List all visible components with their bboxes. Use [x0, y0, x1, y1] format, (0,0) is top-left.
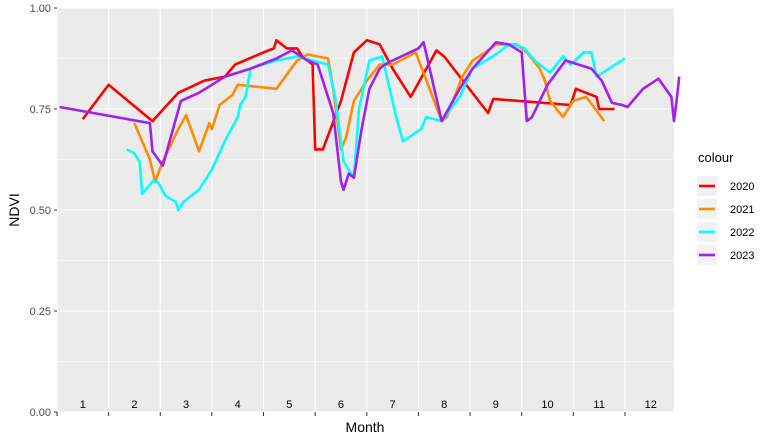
month-label: 9: [493, 399, 499, 411]
month-label: 3: [183, 399, 189, 411]
series-line-2022: [126, 43, 626, 212]
legend: colour 2020 2021 2022 2023: [697, 150, 754, 265]
month-label: 12: [645, 399, 657, 411]
y-axis-title: NDVI: [6, 193, 22, 226]
series-line-2021: [133, 43, 606, 183]
month-labels: 1 2 3 4 5 6 7 8 9 10 11 12: [80, 399, 657, 411]
month-label: 11: [593, 399, 604, 411]
y-tick-label: 1.00: [30, 3, 51, 15]
legend-label-2022: 2022: [730, 227, 754, 239]
series-lines: [59, 39, 681, 212]
y-tick-label: 0.75: [30, 104, 51, 116]
legend-label-2021: 2021: [730, 204, 754, 216]
y-axis: 0.00 0.25 0.50 0.75 1.00: [30, 3, 57, 419]
month-label: 5: [286, 399, 292, 411]
y-tick-label: 0.50: [30, 205, 51, 217]
x-axis: [56, 412, 626, 416]
y-tick-label: 0.25: [30, 306, 51, 318]
month-label: 10: [541, 399, 553, 411]
month-label: 4: [235, 399, 241, 411]
series-line-2023: [59, 41, 681, 192]
y-tick-label: 0.00: [30, 407, 51, 419]
month-label: 1: [80, 399, 86, 411]
x-axis-title: Month: [346, 419, 385, 435]
month-label: 8: [441, 399, 447, 411]
month-label: 2: [131, 399, 137, 411]
legend-title: colour: [698, 150, 734, 165]
legend-label-2020: 2020: [730, 181, 754, 193]
month-label: 7: [390, 399, 396, 411]
month-label: 6: [338, 399, 344, 411]
legend-label-2023: 2023: [730, 250, 754, 262]
